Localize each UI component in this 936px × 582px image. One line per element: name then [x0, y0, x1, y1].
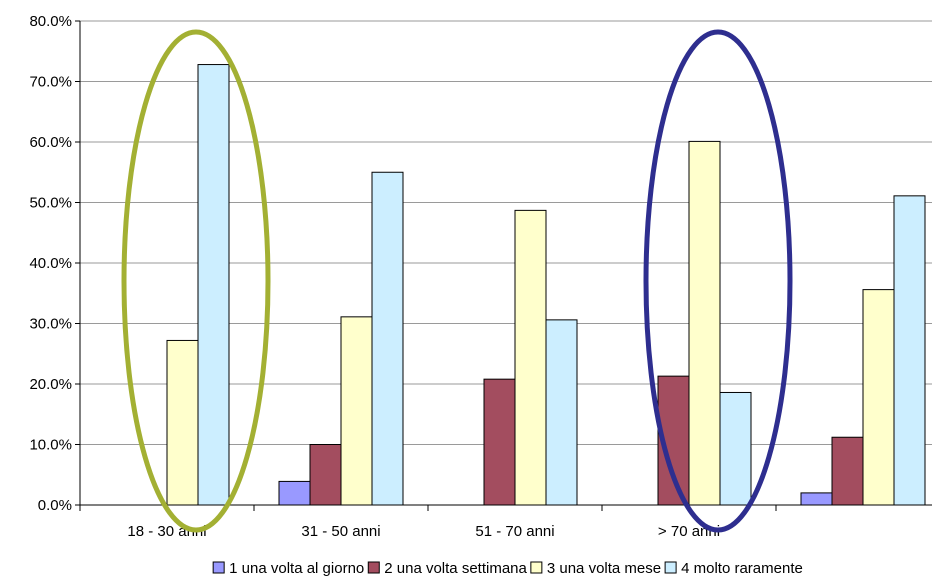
- legend-swatch: [212, 561, 225, 574]
- bar: [166, 339, 199, 506]
- bar: [514, 209, 547, 506]
- bars: [166, 64, 926, 506]
- y-tick-label: 70.0%: [29, 74, 72, 91]
- y-tick-label: 80.0%: [29, 13, 72, 30]
- y-tick-label: 50.0%: [29, 195, 72, 212]
- bar: [197, 64, 230, 506]
- bar: [545, 319, 578, 506]
- legend: 1 una volta al giorno 2 una volta settima…: [212, 560, 803, 577]
- y-tick-label: 10.0%: [29, 437, 72, 454]
- legend-swatch: [367, 561, 380, 574]
- y-tick-label: 60.0%: [29, 134, 72, 151]
- x-tick-label: 31 - 50 anni: [301, 523, 380, 540]
- legend-label: 4 molto raramente: [681, 560, 803, 577]
- annotations: [121, 29, 793, 533]
- y-tick-label: 20.0%: [29, 376, 72, 393]
- bar: [800, 492, 833, 506]
- legend-label: 3 una volta mese: [547, 560, 661, 577]
- bar: [278, 480, 311, 506]
- bar: [371, 171, 404, 506]
- highlight-ellipse: [121, 29, 271, 533]
- bar: [893, 195, 926, 506]
- legend-swatch: [664, 561, 677, 574]
- x-tick-label: 51 - 70 anni: [475, 523, 554, 540]
- bar: [340, 316, 373, 506]
- bar: [688, 140, 721, 506]
- legend-label: 1 una volta al giorno: [229, 560, 364, 577]
- y-tick-label: 0.0%: [38, 497, 72, 514]
- bar: [309, 444, 342, 506]
- x-axis: 18 - 30 anni 31 - 50 anni 51 - 70 anni > 70…: [79, 504, 932, 540]
- y-axis: 0.0% 10.0% 20.0% 30.0% 40.0% 50.0% 60.0% 70.0% 8…: [29, 13, 81, 514]
- y-tick-label: 30.0%: [29, 316, 72, 333]
- y-tick-label: 40.0%: [29, 255, 72, 272]
- legend-label: 2 una volta settimana: [384, 560, 527, 577]
- bar: [483, 378, 516, 506]
- highlight-ellipse: [643, 29, 793, 533]
- bar: [862, 289, 895, 506]
- legend-swatch: [530, 561, 543, 574]
- x-tick-label: > 70 anni: [658, 523, 720, 540]
- bar: [719, 391, 752, 506]
- bar: [831, 436, 864, 506]
